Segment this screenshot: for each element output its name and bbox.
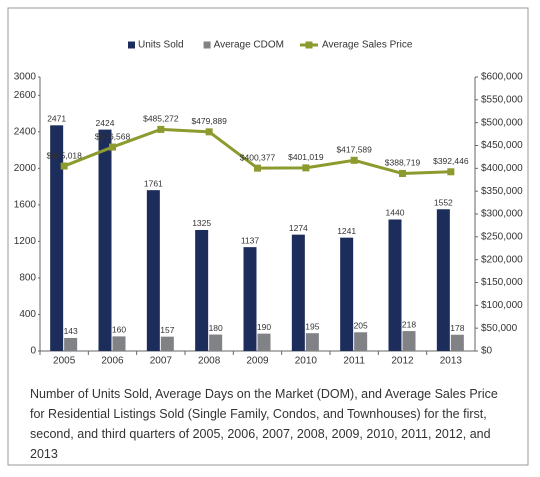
bar xyxy=(50,125,64,351)
y2-tick-label: $100,000 xyxy=(481,300,523,311)
y-tick-label: 1600 xyxy=(14,200,37,211)
bar xyxy=(436,209,450,351)
bar xyxy=(160,336,174,351)
value-label: 190 xyxy=(257,322,271,332)
value-label: 160 xyxy=(112,325,126,335)
legend-swatch xyxy=(203,41,211,49)
point xyxy=(157,125,165,133)
value-label: $392,446 xyxy=(433,156,469,166)
x-tick-label: 2007 xyxy=(150,356,173,367)
bar xyxy=(450,334,464,351)
y-tick-label: 2600 xyxy=(14,90,37,101)
value-label: 180 xyxy=(209,323,223,333)
bar xyxy=(305,333,319,351)
y2-tick-label: $300,000 xyxy=(481,209,523,220)
value-label: 1241 xyxy=(337,226,356,236)
value-label: 1274 xyxy=(289,223,308,233)
bar xyxy=(146,190,160,351)
value-label: 178 xyxy=(450,323,464,333)
value-label: 195 xyxy=(305,321,319,331)
y2-tick-label: $450,000 xyxy=(481,140,523,151)
bar xyxy=(112,336,126,351)
x-tick-label: 2005 xyxy=(53,356,76,367)
x-tick-label: 2012 xyxy=(391,356,414,367)
y2-tick-label: $150,000 xyxy=(481,277,523,288)
value-label: $446,568 xyxy=(95,131,131,141)
legend-label: Average Sales Price xyxy=(322,40,413,51)
value-label: 2471 xyxy=(47,114,66,124)
y-tick-label: 2000 xyxy=(14,163,37,174)
bar xyxy=(195,229,209,351)
bar xyxy=(243,247,257,351)
point xyxy=(302,164,310,172)
value-label: $401,019 xyxy=(288,152,324,162)
bar xyxy=(402,331,416,351)
value-label: 205 xyxy=(354,321,368,331)
value-label: 1552 xyxy=(434,198,453,208)
value-label: 143 xyxy=(64,326,78,336)
bar xyxy=(257,333,271,351)
legend-label: Average CDOM xyxy=(214,40,284,51)
point xyxy=(350,156,358,164)
bar xyxy=(64,337,78,351)
value-label: $485,272 xyxy=(143,114,179,124)
point xyxy=(109,143,116,151)
y2-tick-label: $500,000 xyxy=(481,117,523,128)
bar xyxy=(209,334,223,351)
value-label: $479,889 xyxy=(191,116,227,126)
value-label: $400,377 xyxy=(240,152,276,162)
point xyxy=(399,169,406,177)
x-tick-label: 2011 xyxy=(343,356,365,367)
y2-tick-label: $250,000 xyxy=(481,231,523,242)
value-label: 1440 xyxy=(386,208,405,218)
point xyxy=(60,162,68,170)
point xyxy=(254,164,261,172)
bar xyxy=(340,237,354,351)
y2-tick-label: $0 xyxy=(481,346,493,357)
x-tick-label: 2006 xyxy=(101,356,124,367)
value-label: $388,719 xyxy=(385,158,421,168)
x-tick-label: 2010 xyxy=(295,356,318,367)
point xyxy=(447,168,455,176)
value-label: 157 xyxy=(160,325,174,335)
point xyxy=(205,128,213,136)
y-tick-label: 2400 xyxy=(14,126,37,137)
value-label: 1325 xyxy=(192,218,211,228)
value-label: 1761 xyxy=(144,178,163,188)
caption: Number of Units Sold, Average Days on th… xyxy=(30,387,498,461)
value-label: 1137 xyxy=(241,235,260,245)
legend-swatch xyxy=(128,41,135,49)
y-tick-label: 1200 xyxy=(14,236,37,247)
y2-tick-label: $50,000 xyxy=(481,323,518,334)
value-label: 2424 xyxy=(96,118,115,128)
bar xyxy=(354,332,368,351)
x-tick-label: 2013 xyxy=(440,356,463,367)
y-tick-label: 800 xyxy=(19,273,36,284)
y2-tick-label: $400,000 xyxy=(481,163,523,174)
y2-tick-label: $200,000 xyxy=(481,254,523,265)
value-label: 218 xyxy=(402,319,416,329)
y2-tick-label: $550,000 xyxy=(481,94,523,105)
y-tick-label: 3000 xyxy=(14,72,37,83)
value-label: $417,589 xyxy=(336,145,372,155)
value-label: $405,018 xyxy=(46,150,82,160)
legend-swatch xyxy=(305,41,313,49)
y-tick-label: 400 xyxy=(19,309,36,320)
frame xyxy=(7,7,529,466)
legend-label: Units Sold xyxy=(138,40,184,51)
bar xyxy=(98,129,112,351)
y2-tick-label: $350,000 xyxy=(481,186,523,197)
y-tick-label: 0 xyxy=(30,346,36,357)
bar xyxy=(291,234,305,351)
bar xyxy=(388,219,402,351)
x-tick-label: 2009 xyxy=(246,356,269,367)
x-tick-label: 2008 xyxy=(198,356,221,367)
y2-tick-label: $600,000 xyxy=(481,72,523,83)
